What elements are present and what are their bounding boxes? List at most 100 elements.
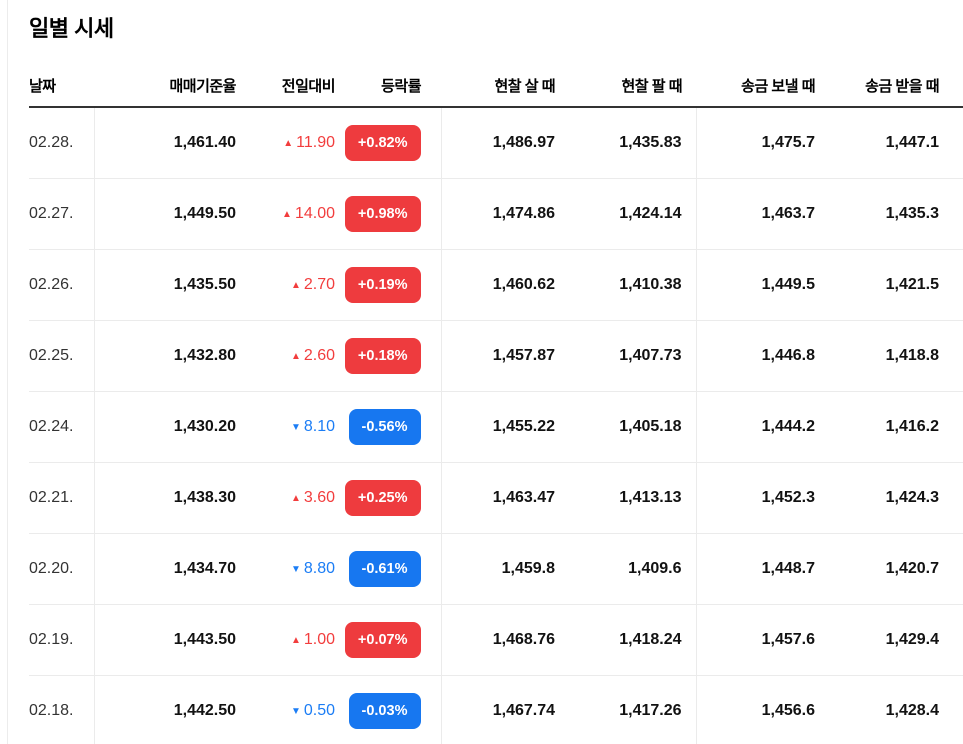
table-body: 02.28. 1,461.40 ▲ 11.90 +0.82% 1,486.97 1… [29,107,963,744]
header-date: 날짜 [29,60,94,108]
cash-sell-cell: 1,417.26 [567,675,697,744]
change-percent-badge: +0.19% [344,267,421,303]
change-value: 11.90 [296,134,335,151]
remit-send-cell: 1,475.7 [696,107,828,179]
cash-buy-cell: 1,455.22 [441,391,567,463]
change-percent-badge: -0.03% [348,693,421,729]
cash-sell-cell: 1,413.13 [567,462,697,534]
change-percent-badge: -0.61% [348,551,421,587]
cash-buy-cell: 1,474.86 [441,178,567,250]
daily-rate-table: 날짜 매매기준율 전일대비 등락률 현찰 살 때 현찰 팔 때 송금 보낼 때 … [29,60,963,744]
remit-send-cell: 1,449.5 [696,249,828,321]
change-value: 1.00 [303,631,335,648]
date-cell: 02.26. [29,249,95,321]
cash-buy-cell: 1,486.97 [441,107,567,179]
date-cell: 02.21. [29,462,95,534]
change-percent-cell: -0.61% [335,533,442,605]
remit-receive-cell: 1,428.4 [828,675,963,744]
table-row: 02.28. 1,461.40 ▲ 11.90 +0.82% 1,486.97 1… [29,107,963,179]
remit-send-cell: 1,457.6 [696,604,828,676]
header-remit-send: 송금 보낼 때 [696,60,828,108]
cash-sell-cell: 1,405.18 [567,391,697,463]
date-cell: 02.20. [29,533,95,605]
change-percent-cell: +0.19% [335,249,442,321]
cash-sell-cell: 1,418.24 [567,604,697,676]
base-rate-cell: 1,443.50 [94,604,236,676]
change-percent-cell: +0.18% [335,320,442,392]
daily-rates-panel: 일별 시세 날짜 매매기준율 전일대비 등락률 현찰 살 때 현찰 팔 때 송금… [7,0,963,744]
base-rate-cell: 1,461.40 [94,107,236,179]
change-cell: ▲ 2.70 [236,249,335,321]
change-percent-badge: +0.25% [344,480,421,516]
change-percent-badge: +0.82% [344,125,421,161]
remit-receive-cell: 1,429.4 [828,604,963,676]
change-direction-icon: ▲ [282,209,292,220]
cash-buy-cell: 1,468.76 [441,604,567,676]
base-rate-cell: 1,435.50 [94,249,236,321]
remit-receive-cell: 1,424.3 [828,462,963,534]
change-direction-icon: ▲ [290,280,301,291]
cash-buy-cell: 1,459.8 [441,533,567,605]
base-rate-cell: 1,432.80 [94,320,236,392]
change-cell: ▲ 11.90 [236,107,335,179]
cash-sell-cell: 1,407.73 [567,320,697,392]
header-cash-sell: 현찰 팔 때 [567,60,696,108]
remit-receive-cell: 1,421.5 [828,249,963,321]
remit-receive-cell: 1,416.2 [828,391,963,463]
remit-send-cell: 1,456.6 [696,675,828,744]
change-value: 2.70 [303,276,335,293]
cash-buy-cell: 1,467.74 [441,675,567,744]
change-value: 8.10 [303,418,335,435]
base-rate-cell: 1,430.20 [94,391,236,463]
date-cell: 02.27. [29,178,95,250]
change-percent-cell: +0.07% [335,604,442,676]
table-header: 날짜 매매기준율 전일대비 등락률 현찰 살 때 현찰 팔 때 송금 보낼 때 … [29,60,963,108]
remit-send-cell: 1,448.7 [696,533,828,605]
cash-sell-cell: 1,424.14 [567,178,697,250]
date-cell: 02.28. [29,107,95,179]
remit-send-cell: 1,452.3 [696,462,828,534]
cash-sell-cell: 1,410.38 [567,249,697,321]
table-row: 02.24. 1,430.20 ▼ 8.10 -0.56% 1,455.22 1,… [29,391,963,463]
change-direction-icon: ▲ [283,138,294,149]
table-row: 02.27. 1,449.50 ▲ 14.00 +0.98% 1,474.86 1… [29,178,963,250]
change-value: 2.60 [303,347,335,364]
change-percent-cell: +0.25% [335,462,442,534]
change-direction-icon: ▲ [290,635,301,646]
change-value: 14.00 [294,205,335,222]
cash-sell-cell: 1,409.6 [567,533,697,605]
remit-send-cell: 1,463.7 [696,178,828,250]
change-value: 0.50 [303,702,335,719]
base-rate-cell: 1,438.30 [94,462,236,534]
change-cell: ▼ 8.80 [236,533,335,605]
change-cell: ▲ 14.00 [236,178,335,250]
change-cell: ▼ 0.50 [236,675,335,744]
change-cell: ▲ 1.00 [236,604,335,676]
change-direction-icon: ▼ [290,422,301,433]
header-change-pct: 등락률 [335,60,441,108]
date-cell: 02.24. [29,391,95,463]
remit-receive-cell: 1,418.8 [828,320,963,392]
change-percent-badge: +0.98% [344,196,421,232]
change-direction-icon: ▼ [290,564,301,575]
remit-receive-cell: 1,435.3 [828,178,963,250]
cash-buy-cell: 1,457.87 [441,320,567,392]
change-direction-icon: ▲ [290,493,301,504]
table-row: 02.19. 1,443.50 ▲ 1.00 +0.07% 1,468.76 1,… [29,604,963,676]
date-cell: 02.19. [29,604,95,676]
header-cash-buy: 현찰 살 때 [441,60,567,108]
remit-receive-cell: 1,420.7 [828,533,963,605]
change-cell: ▲ 3.60 [236,462,335,534]
change-cell: ▼ 8.10 [236,391,335,463]
change-percent-badge: +0.07% [344,622,421,658]
cash-buy-cell: 1,460.62 [441,249,567,321]
change-direction-icon: ▼ [290,706,301,717]
change-percent-cell: +0.98% [335,178,442,250]
table-row: 02.25. 1,432.80 ▲ 2.60 +0.18% 1,457.87 1,… [29,320,963,392]
header-change: 전일대비 [236,60,336,108]
header-remit-receive: 송금 받을 때 [828,60,963,108]
page-title: 일별 시세 [29,16,114,41]
table-row: 02.18. 1,442.50 ▼ 0.50 -0.03% 1,467.74 1,… [29,675,963,744]
change-value: 3.60 [303,489,335,506]
table-row: 02.21. 1,438.30 ▲ 3.60 +0.25% 1,463.47 1,… [29,462,963,534]
